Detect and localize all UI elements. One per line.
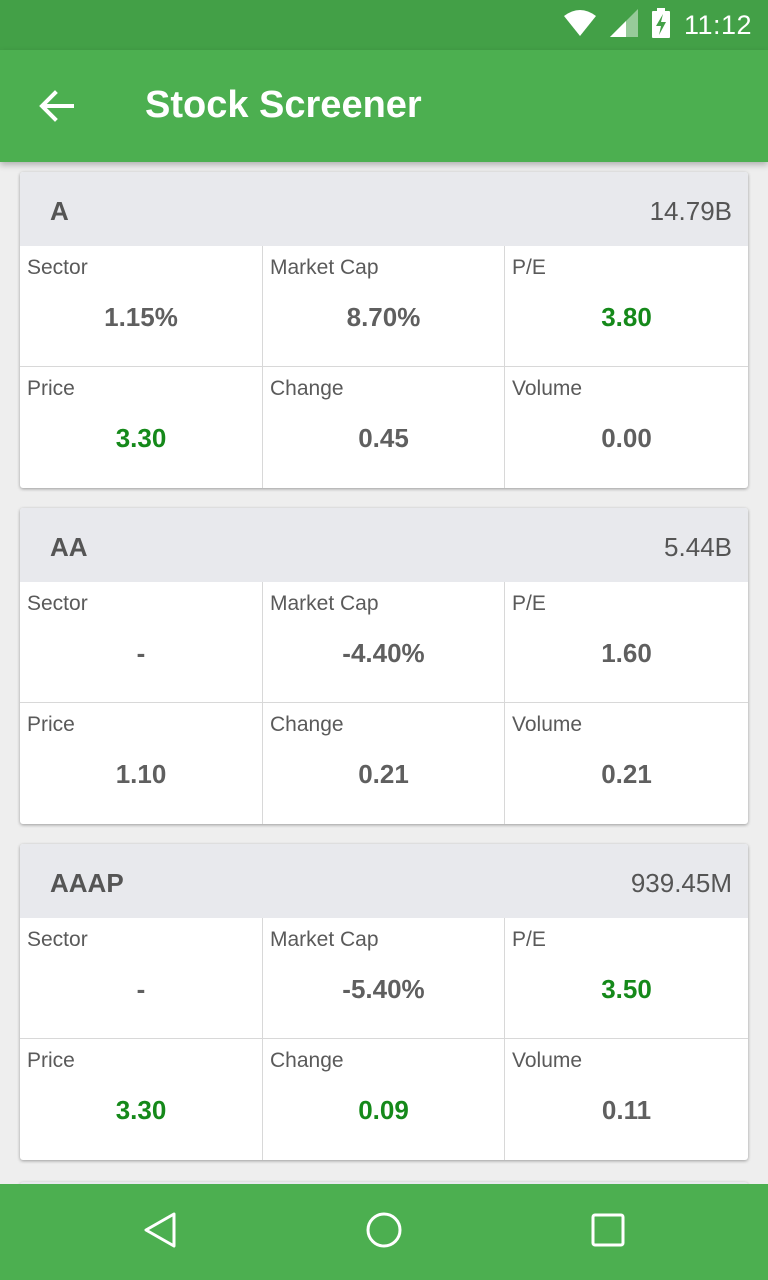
metric-price: Price 1.10: [20, 703, 263, 824]
metric-value: 8.70%: [346, 302, 421, 332]
metric-pe: P/E 3.80: [505, 246, 748, 367]
metric-pe: P/E 3.50: [505, 918, 748, 1039]
metric-label: Sector: [27, 928, 88, 951]
metric-value: -: [136, 638, 146, 668]
status-bar: 11:12: [0, 0, 768, 50]
arrow-left-icon: [38, 89, 74, 127]
metric-value: -4.40%: [342, 638, 425, 668]
page-title: Stock Screener: [145, 84, 422, 126]
metric-sector: Sector -: [20, 918, 263, 1039]
metric-change: Change 0.21: [263, 703, 505, 824]
status-icons: 11:12: [563, 0, 752, 50]
recents-square-icon: [588, 1210, 628, 1255]
system-nav-bar: [0, 1184, 768, 1280]
stock-card[interactable]: AAAP 939.45M Sector - Market Cap -5.40% …: [20, 844, 748, 1160]
stock-ticker: A: [50, 196, 69, 226]
metric-value: 1.15%: [104, 302, 178, 332]
metric-label: P/E: [512, 928, 546, 951]
status-time: 11:12: [683, 9, 752, 40]
metric-label: Price: [27, 377, 75, 400]
metric-value: 0.21: [358, 759, 409, 789]
metric-value: 3.80: [601, 302, 652, 332]
metric-label: P/E: [512, 256, 546, 279]
metric-price: Price 3.30: [20, 367, 263, 488]
stock-list[interactable]: A 14.79B Sector 1.15% Market Cap 8.70% P…: [0, 162, 768, 1184]
stock-card-header: A 14.79B: [20, 172, 748, 246]
nav-back-button[interactable]: [136, 1208, 184, 1256]
metric-value: -5.40%: [342, 974, 425, 1004]
metric-market-cap: Market Cap -5.40%: [263, 918, 505, 1039]
stock-metrics-grid: Sector 1.15% Market Cap 8.70% P/E 3.80 P…: [20, 246, 748, 488]
nav-home-button[interactable]: [360, 1208, 408, 1256]
metric-market-cap: Market Cap 8.70%: [263, 246, 505, 367]
metric-value: 0.00: [601, 423, 652, 453]
metric-sector: Sector 1.15%: [20, 246, 263, 367]
home-circle-icon: [364, 1210, 404, 1255]
metric-value: 1.60: [601, 638, 652, 668]
metric-value: 3.50: [601, 974, 652, 1004]
app-bar: Stock Screener: [0, 50, 768, 162]
metric-volume: Volume 0.21: [505, 703, 748, 824]
stock-ticker: AA: [50, 532, 88, 562]
stock-market-cap: 939.45M: [630, 868, 732, 898]
stock-card[interactable]: AA 5.44B Sector - Market Cap -4.40% P/E …: [20, 508, 748, 824]
metric-value: -: [136, 974, 146, 1004]
metric-value: 0.45: [358, 423, 409, 453]
metric-volume: Volume 0.11: [505, 1039, 748, 1160]
metric-value: 1.10: [115, 759, 167, 789]
stock-card-partial[interactable]: [20, 1182, 748, 1184]
metric-market-cap: Market Cap -4.40%: [263, 582, 505, 703]
metric-change: Change 0.09: [263, 1039, 505, 1160]
metric-price: Price 3.30: [20, 1039, 263, 1160]
metric-change: Change 0.45: [263, 367, 505, 488]
metric-label: Change: [270, 377, 344, 400]
metric-value: 0.09: [358, 1095, 409, 1125]
stock-card-header: AA 5.44B: [20, 508, 748, 582]
metric-label: Market Cap: [270, 256, 379, 279]
metric-label: Change: [270, 713, 344, 736]
metric-label: Price: [27, 713, 75, 736]
metric-label: Volume: [512, 1049, 583, 1072]
metric-label: Sector: [27, 592, 88, 615]
metric-label: Volume: [512, 377, 583, 400]
stock-market-cap: 14.79B: [649, 196, 732, 226]
metric-value: 3.30: [115, 423, 167, 453]
signal-icon: [609, 8, 638, 42]
metric-label: Market Cap: [270, 928, 379, 951]
metric-value: 3.30: [115, 1095, 167, 1125]
stock-card-header: AAAP 939.45M: [20, 844, 748, 918]
stock-market-cap: 5.44B: [664, 532, 732, 562]
battery-charging-icon: [651, 7, 670, 43]
wifi-icon: [563, 9, 596, 41]
stock-metrics-grid: Sector - Market Cap -4.40% P/E 1.60 Pric…: [20, 582, 748, 824]
stock-ticker: AAAP: [50, 868, 124, 898]
stock-metrics-grid: Sector - Market Cap -5.40% P/E 3.50 Pric…: [20, 918, 748, 1160]
back-triangle-icon: [140, 1210, 180, 1255]
metric-label: Price: [27, 1049, 75, 1072]
nav-recents-button[interactable]: [584, 1208, 632, 1256]
metric-label: Volume: [512, 713, 583, 736]
back-button[interactable]: [32, 84, 80, 132]
metric-value: 0.21: [601, 759, 652, 789]
metric-pe: P/E 1.60: [505, 582, 748, 703]
metric-value: 0.11: [601, 1095, 652, 1125]
metric-volume: Volume 0.00: [505, 367, 748, 488]
metric-label: P/E: [512, 592, 546, 615]
metric-label: Sector: [27, 256, 88, 279]
metric-label: Change: [270, 1049, 344, 1072]
metric-sector: Sector -: [20, 582, 263, 703]
metric-label: Market Cap: [270, 592, 379, 615]
stock-card[interactable]: A 14.79B Sector 1.15% Market Cap 8.70% P…: [20, 172, 748, 488]
